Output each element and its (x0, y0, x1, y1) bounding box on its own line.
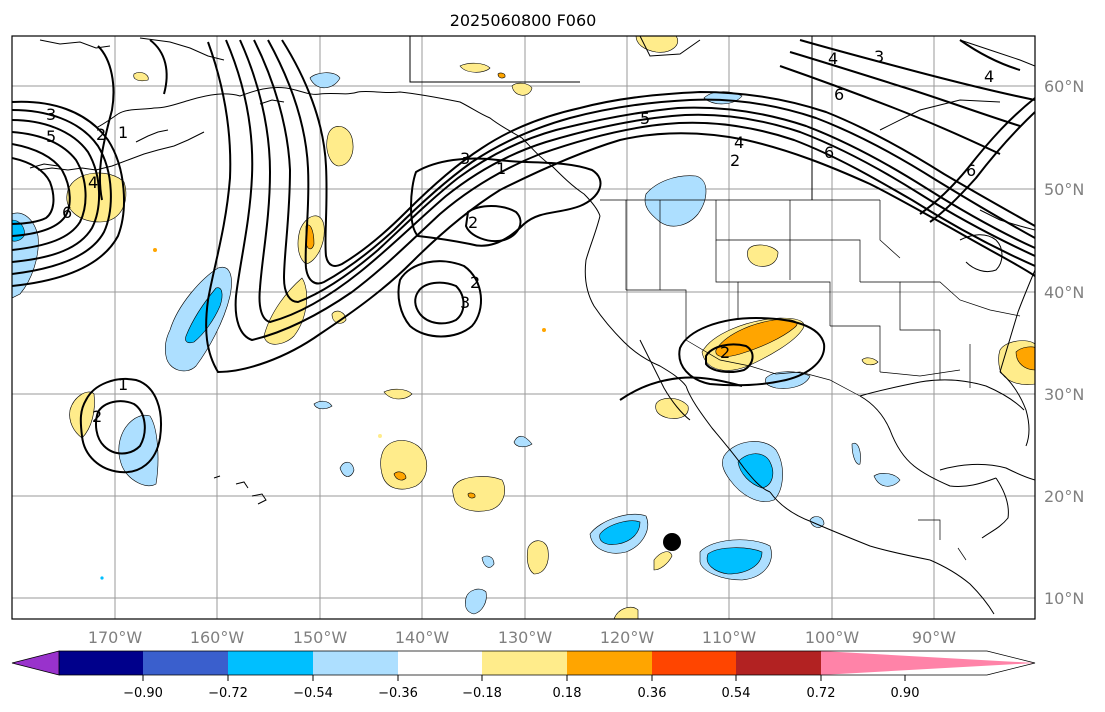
anomaly-shading (12, 36, 1035, 619)
lat-label: 20°N (1044, 487, 1084, 506)
contour-lines (12, 39, 1035, 474)
contour-label: 5 (46, 127, 56, 146)
contour-label: 4 (984, 67, 994, 86)
contour-label: 6 (966, 161, 976, 180)
colorbar-segment (482, 651, 568, 675)
contour-label: 2 (468, 213, 478, 232)
colorbar-segment (652, 651, 737, 675)
colorbar-ticks (142, 675, 906, 681)
contour-label: 3 (46, 105, 56, 124)
colorbar-segment (736, 651, 822, 675)
colorbar-extend-low (12, 651, 59, 675)
contour-label: 2 (730, 151, 740, 170)
lon-label: 150°W (293, 628, 348, 647)
contour-label: 4 (734, 133, 744, 152)
contour-label: 5 (640, 109, 650, 128)
contour-label: 4 (828, 49, 838, 68)
colorbar-segment (228, 651, 314, 675)
colorbar-label: −0.72 (208, 686, 248, 701)
longitude-labels: 170°W 160°W 150°W 140°W 130°W 120°W 110°… (88, 628, 956, 647)
borders (600, 199, 1021, 561)
coastlines (29, 36, 1035, 615)
map-area: 3 5 2 1 4 6 3 1 5 4 2 6 4 3 4 6 6 2 2 3 … (12, 36, 1035, 619)
contour-label: 1 (496, 159, 506, 178)
contour-label: 3 (874, 47, 884, 66)
contour-label: 6 (824, 143, 834, 162)
colorbar-segment (59, 651, 144, 675)
contour-label: 4 (88, 173, 98, 192)
lat-label: 50°N (1044, 180, 1084, 199)
colorbar-segment (143, 651, 229, 675)
lon-label: 130°W (498, 628, 553, 647)
contour-label: 2 (720, 343, 730, 362)
colorbar-label: −0.54 (293, 686, 333, 701)
colorbar-label: 0.36 (638, 686, 667, 701)
colorbar-segment (313, 651, 399, 675)
contour-label: 3 (460, 293, 470, 312)
contour-label: 3 (460, 149, 470, 168)
lon-label: 110°W (702, 628, 757, 647)
contour-label: 2 (96, 125, 106, 144)
contour-label: 2 (92, 407, 102, 426)
lat-label: 40°N (1044, 283, 1084, 302)
contour-label: 1 (118, 375, 128, 394)
lon-label: 160°W (190, 628, 245, 647)
location-marker (663, 533, 681, 551)
colorbar-label: −0.36 (378, 686, 418, 701)
lat-label: 10°N (1044, 589, 1084, 608)
colorbar-extend-high (821, 651, 1035, 675)
colorbar-label: 0.72 (807, 686, 836, 701)
lon-label: 100°W (805, 628, 860, 647)
colorbar-segment (567, 651, 653, 675)
contour-labels: 3 5 2 1 4 6 3 1 5 4 2 6 4 3 4 6 6 2 2 3 … (46, 47, 994, 426)
colorbar-label: 0.18 (553, 686, 582, 701)
lat-label: 30°N (1044, 385, 1084, 404)
contour-label: 1 (118, 123, 128, 142)
map-frame (11, 35, 1036, 620)
colorbar-label: −0.90 (123, 686, 163, 701)
colorbar-segment (398, 651, 483, 675)
lat-label: 60°N (1044, 77, 1084, 96)
lon-label: 120°W (600, 628, 655, 647)
contour-label: 2 (470, 273, 480, 292)
colorbar-label: 0.90 (891, 686, 920, 701)
lon-label: 140°W (395, 628, 450, 647)
map-title: 2025060800 F060 (450, 11, 597, 30)
contour-label: 6 (834, 85, 844, 104)
colorbar-label: 0.54 (722, 686, 751, 701)
colorbar: −0.90 −0.72 −0.54 −0.36 −0.18 0.18 0.36 … (11, 650, 1036, 701)
contour-label: 6 (62, 203, 72, 222)
colorbar-label: −0.18 (462, 686, 502, 701)
lon-label: 170°W (88, 628, 143, 647)
lon-label: 90°W (912, 628, 956, 647)
latitude-labels: 60°N 50°N 40°N 30°N 20°N 10°N (1044, 77, 1084, 608)
